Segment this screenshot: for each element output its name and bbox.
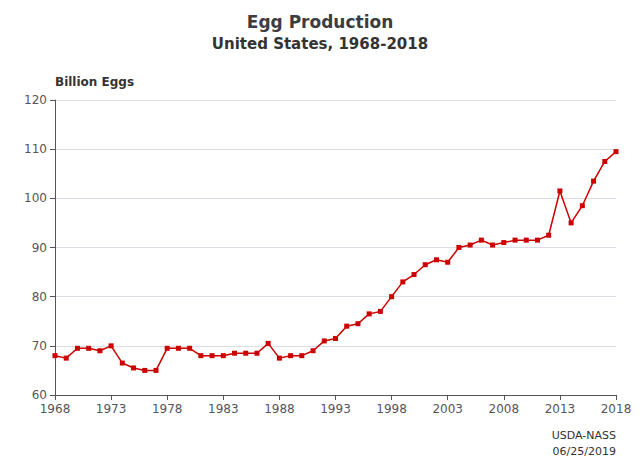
svg-text:60: 60 — [32, 388, 47, 402]
svg-text:110: 110 — [24, 142, 47, 156]
svg-text:1998: 1998 — [376, 402, 407, 416]
svg-text:1978: 1978 — [152, 402, 183, 416]
svg-text:2013: 2013 — [545, 402, 576, 416]
svg-text:2003: 2003 — [432, 402, 463, 416]
svg-text:United States, 1968-2018: United States, 1968-2018 — [212, 35, 428, 53]
svg-text:1983: 1983 — [208, 402, 239, 416]
svg-text:2018: 2018 — [601, 402, 632, 416]
svg-text:Egg Production: Egg Production — [247, 12, 393, 32]
svg-text:120: 120 — [24, 93, 47, 107]
svg-text:80: 80 — [32, 290, 47, 304]
svg-text:1993: 1993 — [320, 402, 351, 416]
svg-text:Billion Eggs: Billion Eggs — [55, 75, 134, 89]
svg-text:1988: 1988 — [264, 402, 295, 416]
svg-text:2008: 2008 — [489, 402, 520, 416]
svg-text:100: 100 — [24, 191, 47, 205]
svg-text:USDA-NASS: USDA-NASS — [552, 429, 616, 442]
svg-text:1973: 1973 — [96, 402, 127, 416]
svg-text:1968: 1968 — [40, 402, 71, 416]
svg-text:06/25/2019: 06/25/2019 — [553, 445, 616, 458]
svg-text:70: 70 — [32, 339, 47, 353]
svg-text:90: 90 — [32, 241, 47, 255]
